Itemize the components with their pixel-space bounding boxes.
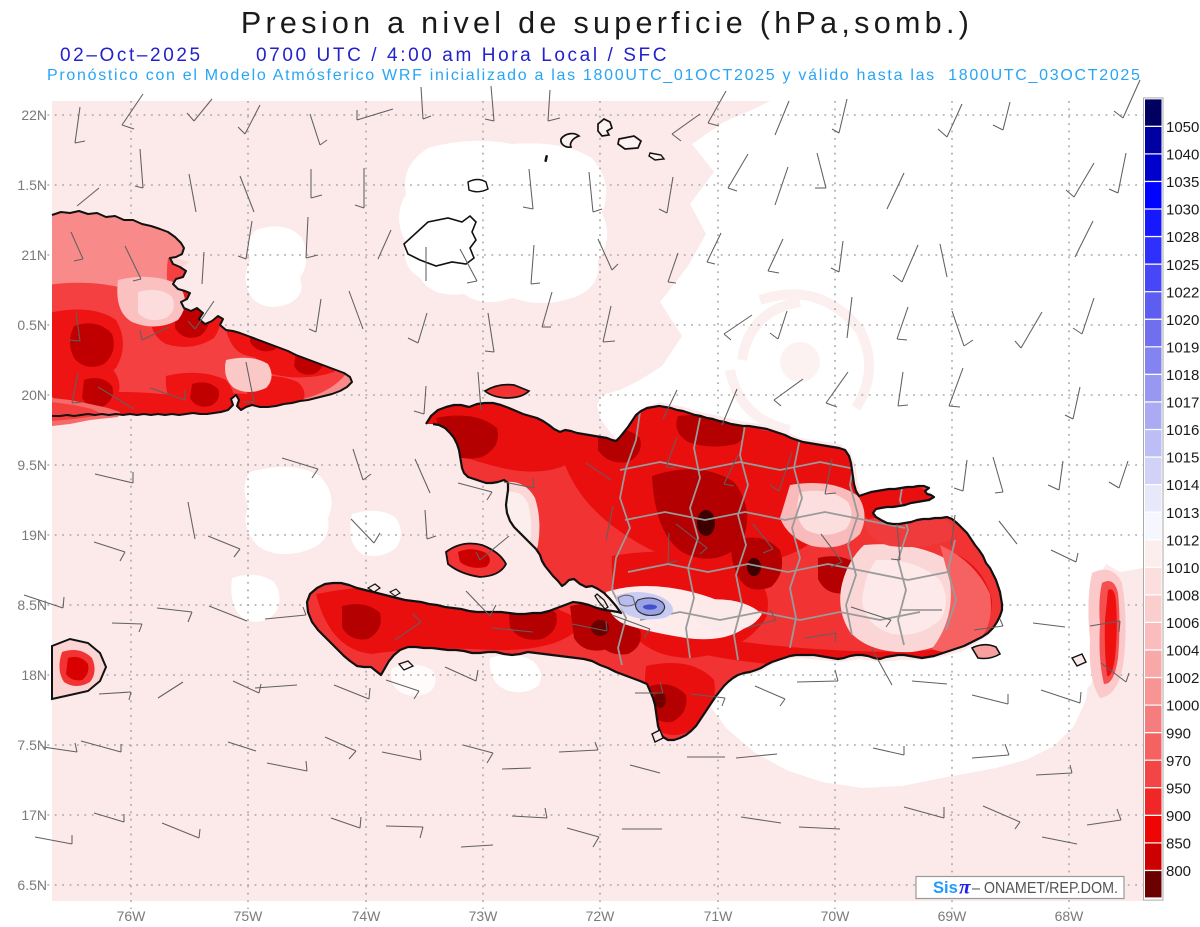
svg-text:1025: 1025 <box>1166 257 1199 274</box>
svg-text:22N: 22N <box>21 107 47 123</box>
svg-text:π: π <box>959 875 971 899</box>
svg-text:1018: 1018 <box>1166 367 1199 384</box>
svg-text:02–Oct–2025: 02–Oct–2025 <box>60 45 203 66</box>
svg-text:1028: 1028 <box>1166 229 1199 246</box>
svg-text:21N: 21N <box>21 247 47 263</box>
svg-text:20N: 20N <box>21 387 47 403</box>
svg-text:0.5N: 0.5N <box>17 317 47 333</box>
svg-text:18N: 18N <box>21 667 47 683</box>
svg-text:1015: 1015 <box>1166 450 1199 467</box>
svg-text:1006: 1006 <box>1166 615 1199 632</box>
svg-text:73W: 73W <box>469 908 499 924</box>
svg-text:1000: 1000 <box>1166 698 1199 715</box>
svg-text:1008: 1008 <box>1166 588 1199 605</box>
svg-text:70W: 70W <box>821 908 851 924</box>
svg-text:1017: 1017 <box>1166 395 1199 412</box>
svg-text:17N: 17N <box>21 807 47 823</box>
svg-text:71W: 71W <box>704 908 734 924</box>
svg-text:1030: 1030 <box>1166 202 1199 219</box>
svg-text:69W: 69W <box>938 908 968 924</box>
svg-text:970: 970 <box>1166 753 1191 770</box>
svg-text:1012: 1012 <box>1166 532 1199 549</box>
svg-text:1.5N: 1.5N <box>17 177 47 193</box>
svg-text:6.5N: 6.5N <box>17 877 47 893</box>
svg-text:1022: 1022 <box>1166 284 1199 301</box>
svg-text:Presion a nivel de superficie: Presion a nivel de superficie (hPa,somb.… <box>241 6 973 40</box>
svg-text:950: 950 <box>1166 780 1191 797</box>
svg-text:1050: 1050 <box>1166 119 1199 136</box>
svg-text:19N: 19N <box>21 527 47 543</box>
svg-text:1020: 1020 <box>1166 312 1199 329</box>
svg-text:7.5N: 7.5N <box>17 737 47 753</box>
svg-text:Sis: Sis <box>933 879 958 897</box>
svg-text:800: 800 <box>1166 863 1191 880</box>
svg-text:Pronóstico con el Modelo Atmós: Pronóstico con el Modelo Atmósferico WRF… <box>47 67 1142 84</box>
svg-text:75W: 75W <box>234 908 264 924</box>
svg-text:1014: 1014 <box>1166 477 1199 494</box>
svg-text:1016: 1016 <box>1166 422 1199 439</box>
svg-text:900: 900 <box>1166 808 1191 825</box>
svg-text:1035: 1035 <box>1166 174 1199 191</box>
svg-text:68W: 68W <box>1055 908 1085 924</box>
svg-text:1010: 1010 <box>1166 560 1199 577</box>
svg-text:1013: 1013 <box>1166 505 1199 522</box>
svg-text:74W: 74W <box>352 908 382 924</box>
svg-text:850: 850 <box>1166 836 1191 853</box>
svg-text:8.5N: 8.5N <box>17 597 47 613</box>
svg-text:9.5N: 9.5N <box>17 457 47 473</box>
svg-text:1002: 1002 <box>1166 670 1199 687</box>
svg-text:0700 UTC / 4:00 am Hora Local: 0700 UTC / 4:00 am Hora Local / SFC <box>256 45 669 66</box>
svg-text:990: 990 <box>1166 725 1191 742</box>
svg-text:– ONAMET/REP.DOM.: – ONAMET/REP.DOM. <box>972 880 1118 897</box>
svg-text:1004: 1004 <box>1166 643 1199 660</box>
svg-text:1019: 1019 <box>1166 339 1199 356</box>
svg-text:1040: 1040 <box>1166 147 1199 164</box>
svg-text:72W: 72W <box>586 908 616 924</box>
svg-text:76W: 76W <box>117 908 147 924</box>
